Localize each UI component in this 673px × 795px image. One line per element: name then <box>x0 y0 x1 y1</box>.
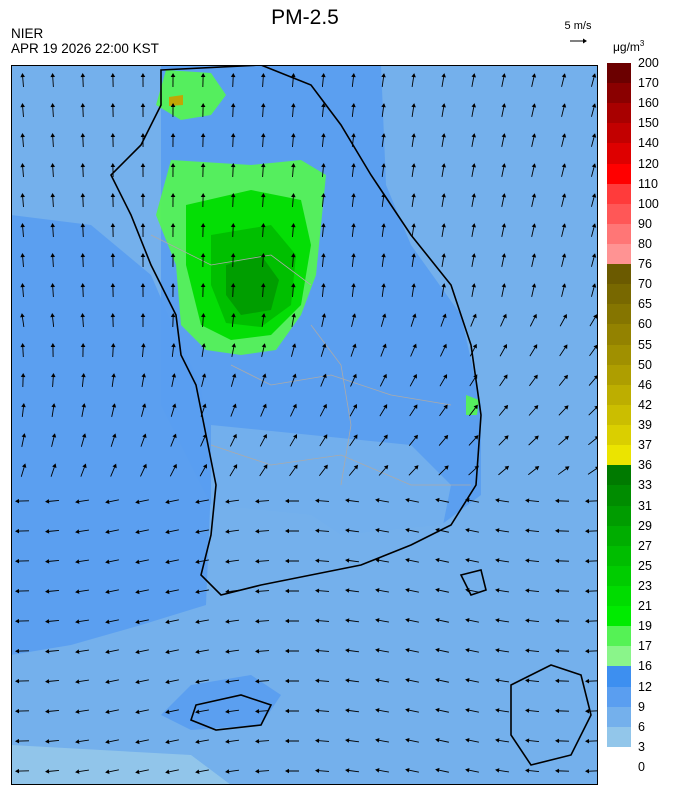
legend-tick-label: 6 <box>638 719 645 734</box>
korean-peninsula-coastline <box>110 65 482 596</box>
jeju-island-coastline <box>190 694 273 731</box>
southeast-coast-islands <box>510 664 592 766</box>
legend-tick-label: 12 <box>638 679 652 694</box>
legend-swatch <box>607 324 631 346</box>
legend-tick-label: 29 <box>638 518 652 533</box>
legend-tick-label: 17 <box>638 639 652 654</box>
pm25-dark-green-zone <box>226 255 279 315</box>
wind-reference-label: 5 m/s <box>564 20 592 32</box>
region-border-line <box>210 444 471 486</box>
legend-tick-label: 65 <box>638 297 652 312</box>
legend-tick-label: 46 <box>638 377 652 392</box>
legend-swatch <box>607 545 631 567</box>
unit-base: μg/m <box>613 40 640 54</box>
legend-tick-label: 60 <box>638 317 652 332</box>
legend-tick-label: 33 <box>638 478 652 493</box>
legend-swatch <box>607 123 631 144</box>
legend-swatch <box>607 344 631 366</box>
legend-tick-label: 100 <box>638 196 659 211</box>
pm25-green-zone-east <box>466 395 479 415</box>
legend-swatch <box>607 626 631 647</box>
legend-tick-label: 0 <box>638 760 645 774</box>
legend-tick-label: 42 <box>638 397 652 412</box>
region-border-line <box>230 364 452 406</box>
legend-tick-label: 80 <box>638 237 652 252</box>
legend-tick-label: 140 <box>638 136 659 151</box>
legend-tick-label: 31 <box>638 498 652 513</box>
timestamp-label: APR 19 2026 22:00 KST <box>11 41 159 56</box>
unit-exponent: 3 <box>639 39 645 48</box>
legend-tick-label: 160 <box>638 96 659 111</box>
legend-swatch <box>607 726 631 748</box>
legend-swatch <box>607 264 631 285</box>
color-scale-legend <box>607 63 631 767</box>
legend-swatch <box>607 404 631 426</box>
legend-tick-label: 39 <box>638 418 652 433</box>
legend-swatch <box>607 686 631 708</box>
legend-tick-label: 120 <box>638 156 659 171</box>
legend-swatch <box>607 63 631 84</box>
wind-reference-arrow-icon <box>570 38 587 44</box>
legend-swatch <box>607 585 631 607</box>
legend-swatch <box>607 485 631 506</box>
legend-swatch <box>607 384 631 406</box>
region-border-line <box>310 324 352 486</box>
legend-swatch <box>607 565 631 587</box>
legend-swatch <box>607 445 631 466</box>
legend-swatch <box>607 425 631 446</box>
legend-swatch <box>607 83 631 104</box>
legend-tick-label: 3 <box>638 739 645 754</box>
legend-tick-label: 27 <box>638 538 652 553</box>
south-land-zone <box>211 425 451 555</box>
legend-tick-label: 37 <box>638 438 652 453</box>
map-frame <box>11 65 598 785</box>
legend-tick-label: 50 <box>638 357 652 372</box>
legend-tick-label: 200 <box>638 56 659 70</box>
legend-tick-label: 21 <box>638 599 652 614</box>
legend-tick-label: 25 <box>638 558 652 573</box>
legend-swatch <box>607 505 631 527</box>
pm25-green-zone-north <box>156 70 226 120</box>
legend-tick-label: 70 <box>638 277 652 292</box>
legend-tick-label: 16 <box>638 659 652 674</box>
legend-swatch <box>607 666 631 688</box>
legend-swatch <box>607 103 631 124</box>
jeju-zone <box>161 675 281 730</box>
legend-swatch <box>607 244 631 265</box>
ulleung-island-coastline <box>459 569 487 596</box>
legend-tick-label: 36 <box>638 458 652 473</box>
south-sea-zone <box>11 745 231 785</box>
legend-swatch <box>607 223 631 245</box>
agency-label: NIER <box>11 26 44 41</box>
legend-tick-label: 19 <box>638 619 652 634</box>
legend-tick-label: 170 <box>638 76 659 91</box>
region-border-line <box>150 234 312 286</box>
pm25-peak-spot <box>169 95 183 106</box>
legend-tick-label: 150 <box>638 116 659 131</box>
legend-swatch <box>607 304 631 325</box>
legend-tick-label: 9 <box>638 699 645 714</box>
legend-swatch <box>607 284 631 305</box>
legend-swatch <box>607 183 631 205</box>
legend-swatch <box>607 163 631 185</box>
legend-tick-label: 90 <box>638 216 652 231</box>
unit-label: μg/m3 <box>613 39 644 54</box>
legend-tick-label: 55 <box>638 337 652 352</box>
map-title: PM-2.5 <box>271 6 339 29</box>
pm25-map <box>11 65 598 785</box>
legend-swatch <box>607 364 631 386</box>
legend-tick-label: 23 <box>638 578 652 593</box>
legend-swatch <box>607 646 631 667</box>
legend-swatch <box>607 203 631 225</box>
legend-tick-label: 110 <box>638 176 658 191</box>
legend-swatch <box>607 706 631 728</box>
legend-tick-label: 76 <box>638 257 652 272</box>
legend-swatch <box>607 525 631 547</box>
legend-swatch <box>607 465 631 486</box>
legend-swatch <box>607 606 631 627</box>
legend-swatch <box>607 143 631 165</box>
